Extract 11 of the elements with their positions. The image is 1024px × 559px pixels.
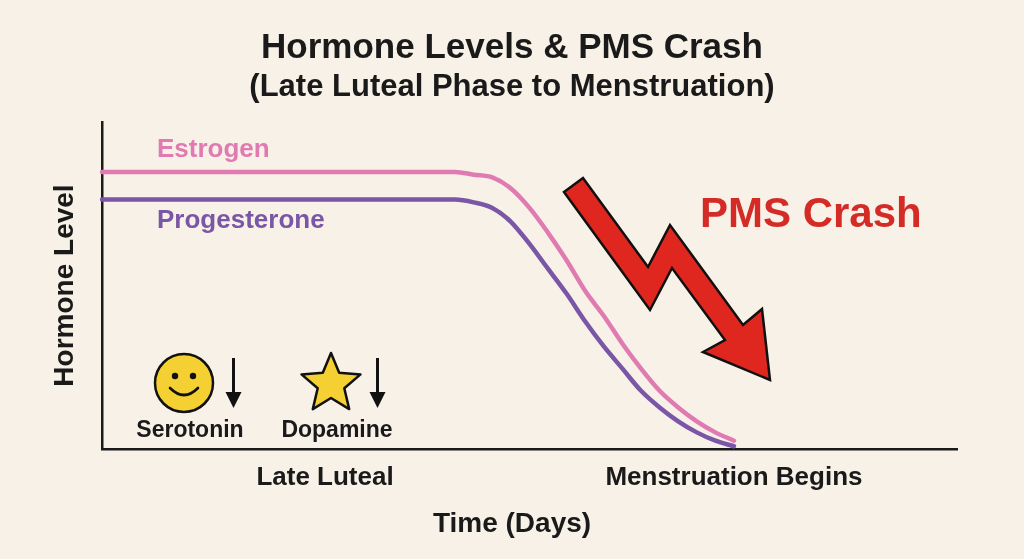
chart-title: Hormone Levels & PMS Crash [261,26,763,65]
x-axis-title: Time (Days) [432,507,592,538]
y-axis-title: Hormone Level [47,184,79,387]
annotation: PMS Crash [700,189,922,236]
annotation: Dopamine [281,416,393,442]
chart-subtitle: (Late Luteal Phase to Menstruation) [249,68,775,103]
series-label: Estrogen [157,132,270,163]
x-tick-label: Menstruation Begins [605,460,863,491]
series-label: Progesterone [157,203,325,234]
annotation: Serotonin [136,416,244,442]
x-tick-label: Late Luteal [256,460,394,491]
